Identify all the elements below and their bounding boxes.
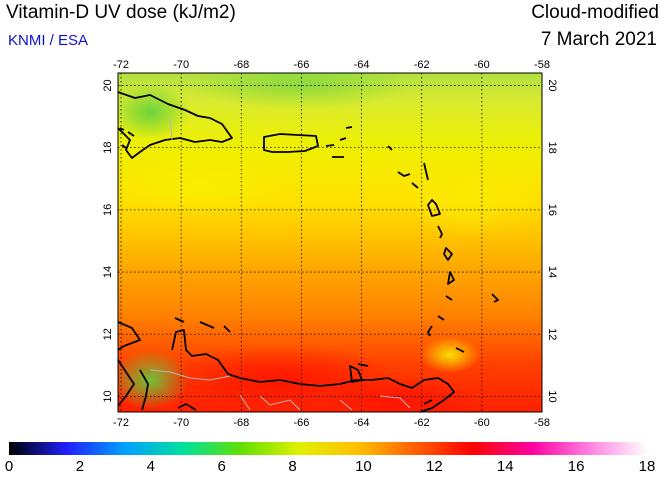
right-lat-tick: 20	[546, 79, 558, 91]
top-lon-tick: -64	[354, 59, 370, 71]
top-lon-tick: -70	[173, 59, 189, 71]
colorbar-tick-label: 12	[425, 458, 443, 475]
top-lon-tick: -58	[534, 59, 550, 71]
axis-ticks: -72 -72 -70 -70 -68 -68 -66 -66 -64 -64 -62 -62 -60 -…	[102, 59, 558, 429]
bottom-lon-tick: -66	[293, 417, 309, 429]
date-label: 7 March 2021	[540, 29, 657, 50]
top-lon-tick: -72	[113, 59, 129, 71]
colorbar-tick-label: 4	[146, 458, 155, 475]
country-borders	[149, 117, 411, 411]
bottom-lon-tick: -62	[414, 417, 430, 429]
bottom-lon-tick: -60	[474, 417, 490, 429]
coastlines	[117, 91, 499, 413]
top-lon-tick: -66	[293, 59, 309, 71]
left-lat-tick: 14	[102, 266, 114, 278]
map-frame	[117, 72, 543, 413]
uv-dose-map: -72 -72 -70 -70 -68 -68 -66 -66 -64 -64 -62 -62 -60 -…	[102, 59, 558, 429]
credit-label: KNMI / ESA	[8, 32, 89, 49]
right-lat-tick: 10	[546, 390, 558, 402]
colorbar-tick-label: 8	[288, 458, 297, 475]
bottom-lon-tick: -68	[233, 417, 249, 429]
left-lat-tick: 18	[102, 142, 114, 154]
uv-field	[118, 73, 542, 412]
top-lon-tick: -60	[474, 59, 490, 71]
left-lat-tick: 10	[102, 390, 114, 402]
colorbar-tick-label: 14	[496, 458, 514, 475]
bottom-lon-tick: -58	[534, 417, 550, 429]
left-lat-tick: 16	[102, 204, 114, 216]
right-lat-tick: 12	[546, 328, 558, 340]
colorbar-tick-label: 0	[4, 458, 14, 475]
map-title: Vitamin-D UV dose (kJ/m2)	[6, 2, 236, 23]
colorbar-tick-label: 10	[355, 458, 372, 475]
bottom-lon-tick: -72	[113, 417, 129, 429]
top-lon-tick: -62	[414, 59, 430, 71]
top-lon-tick: -68	[233, 59, 249, 71]
colorbar	[9, 442, 647, 455]
colorbar-tick-label: 6	[217, 458, 226, 475]
colorbar-tick-label: 2	[75, 458, 85, 475]
left-lat-tick: 12	[102, 328, 114, 340]
right-lat-tick: 16	[546, 204, 558, 216]
right-lat-tick: 18	[546, 142, 558, 154]
right-lat-tick: 14	[546, 266, 558, 278]
bottom-lon-tick: -64	[354, 417, 370, 429]
colorbar-tick-label: 16	[567, 458, 585, 475]
mode-label: Cloud-modified	[531, 2, 659, 23]
bottom-lon-tick: -70	[173, 417, 189, 429]
colorbar-tick-label: 18	[638, 458, 656, 475]
left-lat-tick: 20	[102, 79, 114, 91]
